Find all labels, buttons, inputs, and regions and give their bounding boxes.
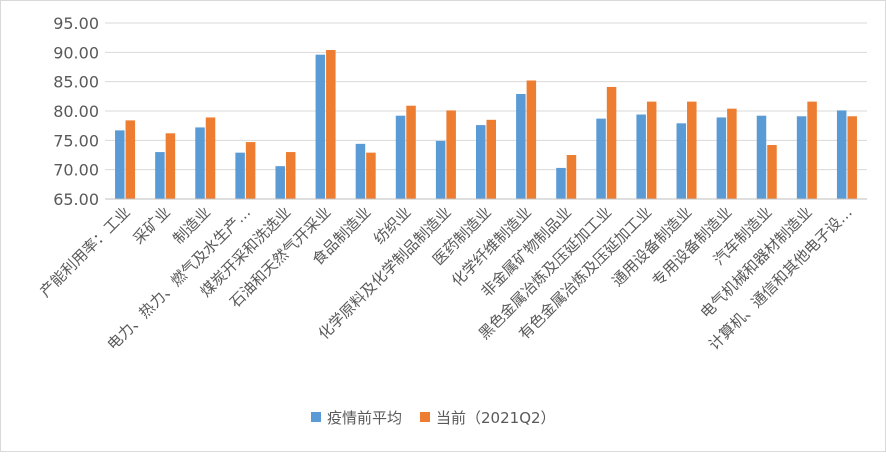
bar-series2 <box>245 142 256 199</box>
bar-series2 <box>125 120 136 199</box>
bar-series1 <box>275 166 285 199</box>
y-tick-label: 90.00 <box>53 43 99 62</box>
y-tick-label: 95.00 <box>53 14 99 33</box>
bar-series2 <box>446 110 456 199</box>
bar-series2 <box>526 80 537 199</box>
y-tick-label: 80.00 <box>53 102 99 121</box>
x-tick-label: 采矿业 <box>129 203 174 248</box>
bar-series1 <box>836 110 847 199</box>
bar-series1 <box>796 116 807 199</box>
bar-series2 <box>646 101 657 199</box>
bar-series1 <box>315 54 326 200</box>
bar-series2 <box>366 152 376 199</box>
bar-series2 <box>205 117 216 199</box>
bar-series2 <box>326 49 336 200</box>
bar-series1 <box>235 152 245 199</box>
bar-series2 <box>566 155 577 199</box>
y-tick-label: 70.00 <box>53 161 99 180</box>
bar-series1 <box>676 123 687 199</box>
bar-series2 <box>767 145 777 199</box>
bar-series2 <box>847 116 857 199</box>
bar-series1 <box>115 130 125 199</box>
bar-series1 <box>195 127 205 199</box>
x-axis: 产能利用率：工业采矿业制造业电力、热力、燃气及水生产…煤炭开采和洗选业石油和天然… <box>36 198 867 354</box>
bar-series2 <box>687 101 697 199</box>
legend-label: 当前（2021Q2） <box>436 409 556 427</box>
bar-series1 <box>596 118 606 199</box>
y-axis: 65.00 70.00 75.00 80.00 85.00 90.00 95.00 <box>53 14 99 209</box>
gridlines <box>105 22 867 200</box>
legend-label: 疫情前平均 <box>327 409 402 427</box>
legend-swatch <box>420 412 431 422</box>
bar-series1 <box>556 167 566 199</box>
legend: 疫情前平均 当前（2021Q2） <box>311 409 556 427</box>
y-tick-label: 65.00 <box>53 190 99 209</box>
legend-swatch <box>311 412 321 422</box>
x-tick-label: 产能利用率：工业 <box>36 203 134 301</box>
bar-series1 <box>395 115 406 199</box>
bar-series2 <box>165 133 176 199</box>
bar-series2 <box>807 101 817 199</box>
y-tick-label: 85.00 <box>53 73 99 92</box>
bar-series1 <box>155 152 165 199</box>
bar-series1 <box>355 143 366 199</box>
bar-series2 <box>606 86 617 199</box>
y-tick-label: 75.00 <box>53 131 99 150</box>
bar-series2 <box>486 119 496 199</box>
bar-series2 <box>406 105 416 199</box>
bar-series1 <box>716 117 727 199</box>
bars <box>115 49 857 200</box>
bar-series1 <box>435 140 446 199</box>
bar-series1 <box>476 125 486 199</box>
bar-series1 <box>756 115 767 199</box>
bar-series1 <box>636 114 646 199</box>
bar-series1 <box>516 93 526 199</box>
bar-series2 <box>285 152 296 199</box>
bar-series2 <box>727 108 737 199</box>
